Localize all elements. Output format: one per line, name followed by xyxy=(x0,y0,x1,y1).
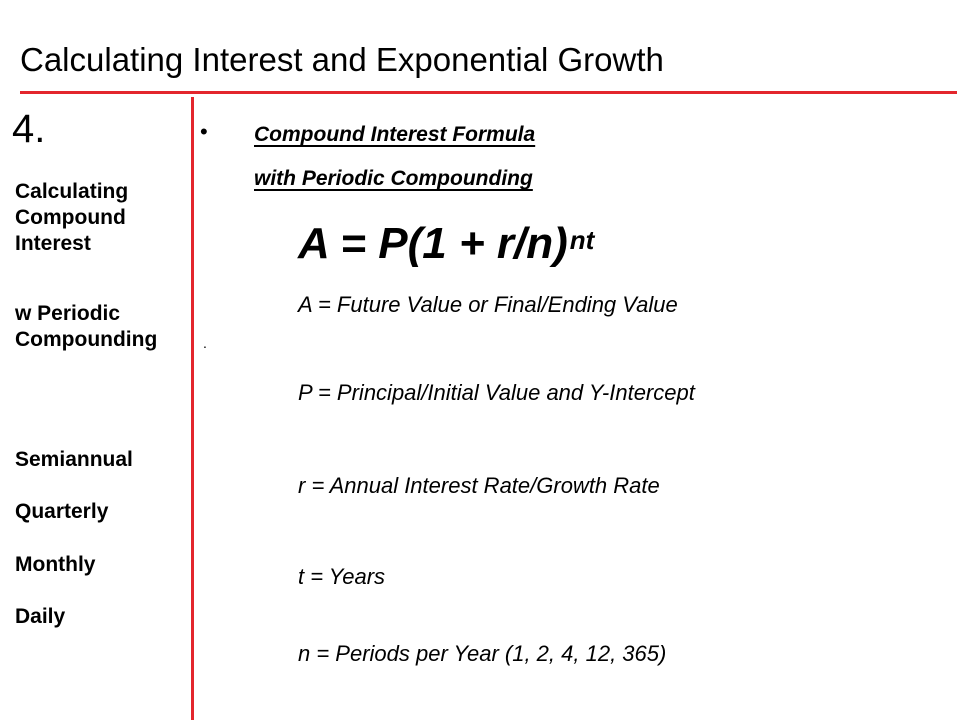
frequency-daily: Daily xyxy=(15,605,66,628)
formula-heading-line-1: Compound Interest Formula xyxy=(254,123,536,146)
definition-r: r = Annual Interest Rate/Growth Rate xyxy=(298,473,660,498)
slide-title: Calculating Interest and Exponential Gro… xyxy=(20,41,664,78)
compound-interest-formula: A = P(1 + r/n)nt xyxy=(298,216,594,272)
formula-heading-line-2: with Periodic Compounding xyxy=(254,167,533,190)
section-number: 4. xyxy=(12,107,46,151)
frequency-semiannual: Semiannual xyxy=(15,448,133,471)
section-heading-compound-interest: Calculating Compound Interest xyxy=(15,179,128,257)
definition-a: A = Future Value or Final/Ending Value xyxy=(298,292,678,317)
frequency-quarterly: Quarterly xyxy=(15,500,109,523)
column-divider xyxy=(191,97,194,720)
bullet-marker: • xyxy=(200,119,208,144)
formula-base: A = P(1 + r/n) xyxy=(298,219,568,268)
frequency-monthly: Monthly xyxy=(15,553,96,576)
definition-n: n = Periods per Year (1, 2, 4, 12, 365) xyxy=(298,641,667,666)
section-heading-text: w Periodic Compounding xyxy=(15,302,158,351)
section-heading-periodic-compounding: w Periodic Compounding xyxy=(15,301,157,353)
definition-t: t = Years xyxy=(298,564,386,589)
section-heading-text: Calculating Compound Interest xyxy=(15,180,129,255)
title-underline-rule xyxy=(20,91,957,94)
stray-mark: . xyxy=(203,335,207,351)
definition-p: P = Principal/Initial Value and Y-Interc… xyxy=(298,380,695,405)
formula-exponent: nt xyxy=(569,225,595,255)
